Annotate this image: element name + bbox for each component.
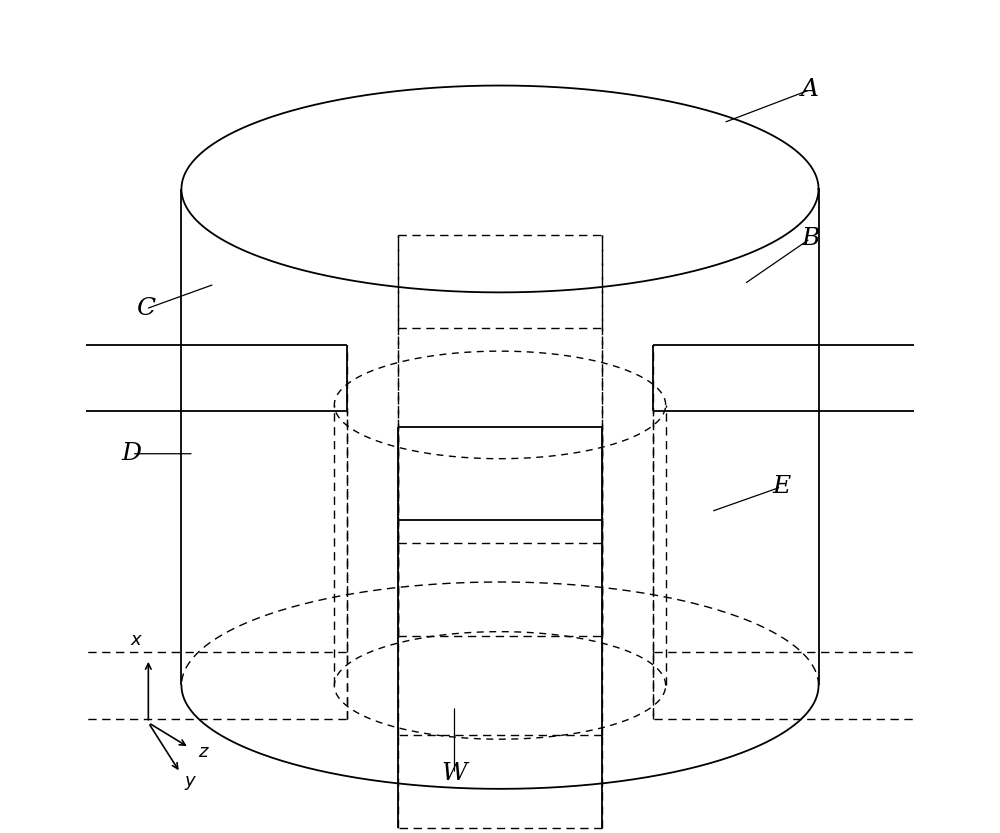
Text: D: D [122,442,142,466]
Text: y: y [184,772,195,791]
Text: C: C [136,297,155,321]
Text: x: x [131,631,141,649]
Text: B: B [801,227,819,250]
Text: E: E [772,476,790,498]
Text: A: A [801,78,819,101]
Text: W: W [442,762,467,786]
Text: z: z [198,743,208,761]
